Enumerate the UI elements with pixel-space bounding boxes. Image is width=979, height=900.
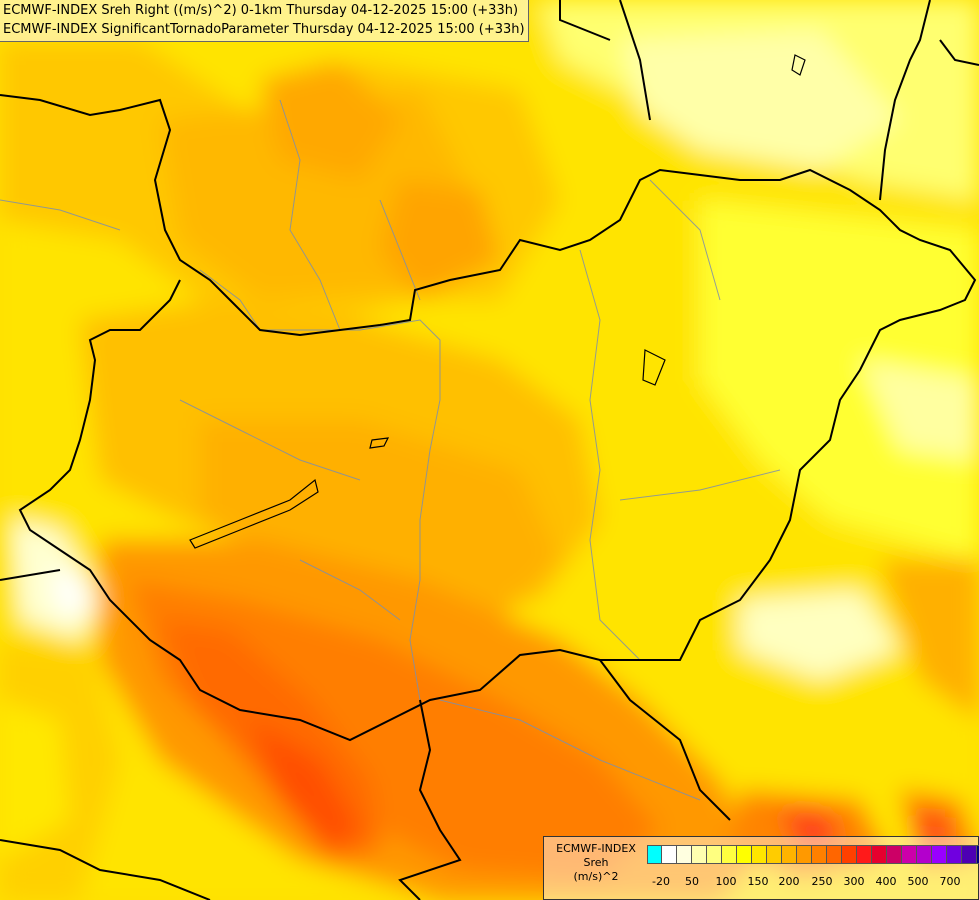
- legend-swatch: [917, 845, 932, 864]
- legend-tick-label: 400: [875, 875, 897, 888]
- legend-tick-label: 250: [811, 875, 833, 888]
- legend-unit: (m/s)^2: [573, 870, 619, 883]
- legend-tick-label: 150: [747, 875, 769, 888]
- legend-swatch: [977, 845, 979, 864]
- map-title-sreh: ECMWF-INDEX Sreh Right ((m/s)^2) 0-1km T…: [3, 3, 519, 18]
- legend-tick-label: 500: [907, 875, 929, 888]
- legend-variable: Sreh: [583, 856, 609, 869]
- legend-swatch: [797, 845, 812, 864]
- legend-source: ECMWF-INDEX: [556, 842, 636, 855]
- color-legend: ECMWF-INDEX Sreh (m/s)^2 -20 50 100 150 200 2…: [543, 836, 979, 900]
- map-title-stp: ECMWF-INDEX SignificantTornadoParameter …: [3, 22, 525, 37]
- legend-swatches: [647, 845, 979, 864]
- legend-swatch: [647, 845, 662, 864]
- legend-swatch: [782, 845, 797, 864]
- legend-swatch: [932, 845, 947, 864]
- legend-swatch: [812, 845, 827, 864]
- legend-tick-label: 50: [685, 875, 699, 888]
- legend-swatch: [947, 845, 962, 864]
- legend-tick-label: 700: [939, 875, 961, 888]
- legend-swatch: [677, 845, 692, 864]
- legend-swatch: [962, 845, 977, 864]
- legend-swatch: [707, 845, 722, 864]
- legend-title: ECMWF-INDEX Sreh (m/s)^2: [548, 842, 644, 884]
- legend-swatch: [692, 845, 707, 864]
- lakes: [189, 54, 806, 549]
- legend-tick-label: 200: [778, 875, 800, 888]
- legend-tick-label: -20: [652, 875, 670, 888]
- legend-ticks: -20 50 100 150 200 250 300 400 500 700: [647, 875, 972, 891]
- map-title-box: ECMWF-INDEX Sreh Right ((m/s)^2) 0-1km T…: [0, 0, 529, 42]
- legend-swatch: [752, 845, 767, 864]
- legend-swatch: [872, 845, 887, 864]
- legend-swatch: [662, 845, 677, 864]
- legend-swatch: [767, 845, 782, 864]
- legend-swatch: [827, 845, 842, 864]
- legend-swatch: [737, 845, 752, 864]
- legend-swatch: [887, 845, 902, 864]
- legend-swatch: [857, 845, 872, 864]
- legend-tick-label: 300: [843, 875, 865, 888]
- legend-swatch: [842, 845, 857, 864]
- legend-swatch: [722, 845, 737, 864]
- legend-tick-label: 100: [715, 875, 737, 888]
- legend-swatch: [902, 845, 917, 864]
